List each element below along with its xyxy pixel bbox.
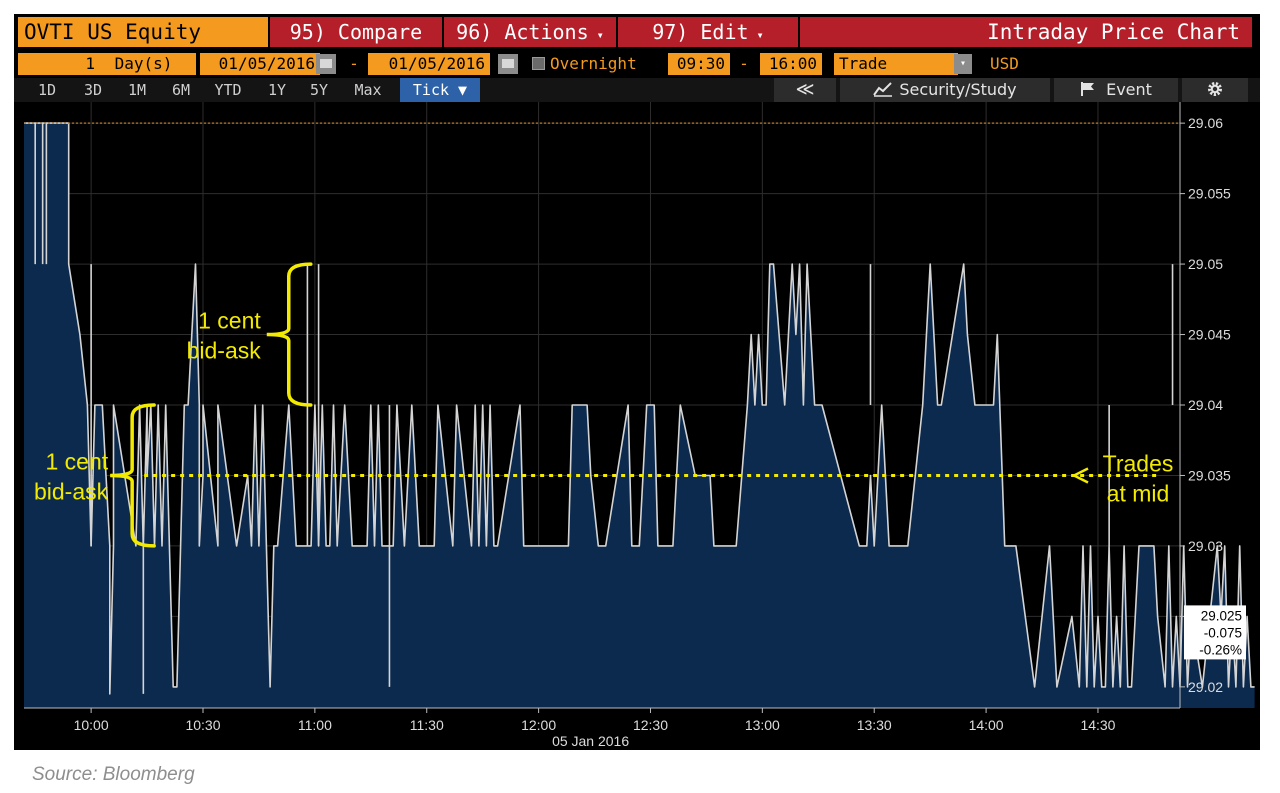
y-tick-label: 29.045 [1188,327,1231,343]
end-date-field[interactable]: 01/05/2016 [368,53,490,75]
edit-label: 97) Edit [652,20,749,44]
parameter-bar: 1 Day(s) 01/05/2016 - 01/05/2016 Overnig… [14,52,1260,76]
y-tick-label: 29.055 [1188,186,1231,202]
range-ytd[interactable]: YTD [214,81,242,99]
range-max[interactable]: Max [354,81,382,99]
start-time-field[interactable]: 09:30 [668,53,730,75]
currency-label: USD [990,54,1019,73]
y-tick-label: 29.03 [1188,538,1223,554]
chevrons-left-icon: ≪ [795,79,815,100]
security-study-button[interactable]: Security/Study [840,78,1050,102]
security-study-label: Security/Study [899,80,1017,99]
start-date-field[interactable]: 01/05/2016 [200,53,320,75]
annotation-mid: Trades at mid [1103,450,1174,506]
annotations: 1 cent bid-ask 1 cent bid-ask Trades at mid [34,262,1174,548]
header-bar: OVTI US Equity 95) Compare 96) Actions ▾ … [14,14,1260,48]
bloomberg-terminal: OVTI US Equity 95) Compare 96) Actions ▾ … [14,14,1260,750]
event-type-select[interactable]: Trade [834,53,958,75]
annotation-lower: 1 cent bid-ask [34,448,109,504]
y-tick-label: 29.04 [1188,397,1223,413]
y-tick-label: 29.05 [1188,256,1223,272]
arrow-left-icon [1073,467,1089,484]
annotation-line: bid-ask [187,338,262,364]
compare-label: 95) Compare [289,20,423,44]
x-tick-label: 11:30 [410,717,444,733]
time-separator: - [739,54,749,73]
axes: 29.06 29.055 29.05 29.045 29.04 29.035 29.03 29… [24,102,1246,749]
pct-change-label: -0.26% [1199,642,1242,657]
source-caption: Source: Bloomberg [32,764,195,785]
edit-button[interactable]: 97) Edit ▾ [618,17,798,47]
range-3d[interactable]: 3D [83,81,103,99]
end-time-field[interactable]: 16:00 [760,53,822,75]
x-tick-label: 12:00 [521,717,556,733]
y-tick-label: 29.06 [1188,115,1223,131]
annotation-line: Trades [1103,450,1174,476]
overnight-label: Overnight [550,54,637,73]
x-tick-label: 11:00 [298,717,332,733]
event-label: Event [1106,80,1152,99]
net-change-label: -0.075 [1204,625,1242,640]
x-tick-label: 13:00 [745,717,780,733]
annotation-line: 1 cent [198,308,261,334]
y-tick-label: 29.02 [1188,679,1223,695]
chevron-down-icon: ▾ [756,28,764,42]
x-tick-label: 13:30 [857,717,892,733]
gear-icon [1208,82,1222,96]
calendar-icon[interactable] [316,54,336,74]
page-title: Intraday Price Chart [800,17,1252,47]
date-separator: - [349,54,359,73]
range-5y[interactable]: 5Y [309,81,329,99]
collapse-button[interactable]: ≪ [774,78,836,102]
compare-button[interactable]: 95) Compare [270,17,442,47]
x-axis-label: 05 Jan 2016 [552,733,629,749]
x-tick-label: 14:30 [1080,717,1115,733]
overnight-checkbox[interactable] [532,57,545,70]
event-button[interactable]: Event [1054,78,1178,102]
period-field[interactable]: 1 Day(s) [18,53,196,75]
range-1d[interactable]: 1D [37,81,57,99]
x-tick-label: 10:00 [74,717,109,733]
x-tick-label: 12:30 [633,717,668,733]
price-area [24,123,1255,709]
x-tick-label: 10:30 [185,717,220,733]
range-1y[interactable]: 1Y [267,81,287,99]
actions-button[interactable]: 96) Actions ▾ [444,17,616,47]
range-1m[interactable]: 1M [127,81,147,99]
last-price-box [1184,605,1246,660]
annotation-line: at mid [1107,480,1170,506]
calendar-icon[interactable] [498,54,518,74]
price-line [24,122,1255,695]
annotation-upper: 1 cent bid-ask [187,308,262,364]
y-tick-label: 29.035 [1188,467,1231,483]
settings-button[interactable] [1182,78,1248,102]
range-6m[interactable]: 6M [171,81,191,99]
range-toolbar: 1D 3D 1M 6M YTD 1Y 5Y Max Tick ▼ ≪ Secur… [14,78,1260,102]
last-price-label: 29.025 [1201,608,1242,623]
annotation-line: bid-ask [34,478,109,504]
chart-line-icon [873,82,893,97]
period-count: 1 [85,54,95,73]
intraday-price-chart: 1 cent bid-ask 1 cent bid-ask Trades at mid 2… [14,102,1260,750]
chevron-down-icon[interactable]: ▾ [954,54,972,74]
annotation-line: 1 cent [45,448,108,474]
flag-icon [1081,82,1095,96]
x-tick-label: 14:00 [969,717,1004,733]
actions-label: 96) Actions [456,20,589,44]
chevron-down-icon: ▾ [596,28,604,42]
tick-dropdown[interactable]: Tick ▼ [400,78,480,102]
period-unit: Day(s) [114,54,173,73]
security-ticker-field[interactable]: OVTI US Equity [18,17,268,47]
